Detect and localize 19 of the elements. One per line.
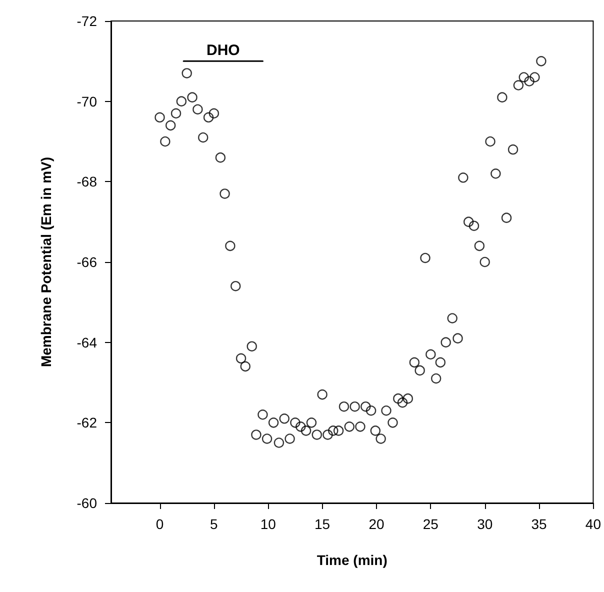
x-axis-title: Time (min) (316, 552, 388, 568)
y-tick-label: -64 (76, 334, 98, 350)
x-tick-label: 0 (156, 516, 164, 532)
x-tick-label: 5 (210, 516, 218, 532)
series-label: DHO (206, 42, 240, 60)
x-tick-label: 10 (260, 516, 276, 532)
x-tick-label: 20 (368, 516, 384, 532)
y-axis-title: Membrane Potential (Em in mV) (38, 156, 54, 368)
x-tick-label: 35 (531, 516, 548, 532)
y-tick-label: -68 (76, 174, 98, 190)
x-tick-label: 40 (585, 516, 602, 532)
y-tick-label: -62 (76, 414, 98, 431)
y-tick-label: -66 (76, 254, 98, 270)
y-tick-label: -70 (76, 93, 98, 110)
x-tick-label: 15 (314, 516, 330, 532)
y-tick-label: -72 (76, 13, 98, 29)
x-tick-label: 30 (477, 516, 493, 532)
x-tick-label: 25 (422, 516, 439, 532)
y-tick-label: -60 (76, 495, 98, 511)
